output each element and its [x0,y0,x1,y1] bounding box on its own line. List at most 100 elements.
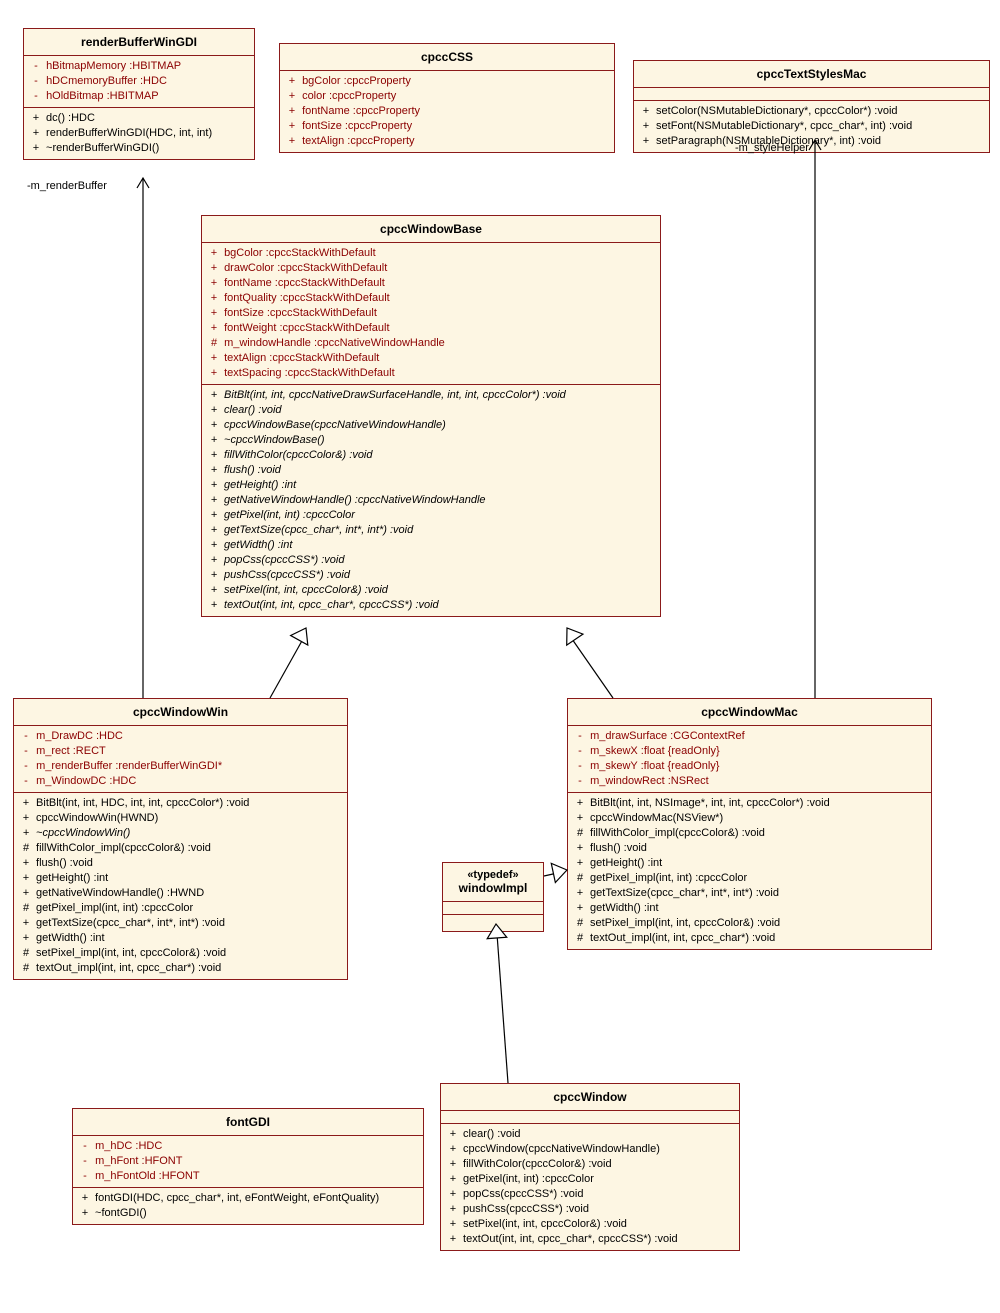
operation-row: + fillWithColor(cpccColor&) :void [446,1157,734,1172]
operation-row: + BitBlt(int, int, HDC, int, int, cpccCo… [19,796,342,811]
attribute-row: - m_drawSurface :CGContextRef [573,729,926,744]
operation-row: + fontGDI(HDC, cpcc_char*, int, eFontWei… [78,1191,418,1206]
operation-row: # fillWithColor_impl(cpccColor&) :void [573,826,926,841]
operation-row: + popCss(cpccCSS*) :void [446,1187,734,1202]
operation-row: + pushCss(cpccCSS*) :void [207,568,655,583]
attributes-section [634,88,989,101]
attributes-section: - m_hDC :HDC- m_hFont :HFONT- m_hFontOld… [73,1136,423,1188]
class-title: cpccWindowWin [14,699,347,726]
attribute-row: - hDCmemoryBuffer :HDC [29,74,249,89]
operation-row: + setPixel(int, int, cpccColor&) :void [446,1217,734,1232]
operation-row: + BitBlt(int, int, cpccNativeDrawSurface… [207,388,655,403]
operation-row: + pushCss(cpccCSS*) :void [446,1202,734,1217]
operations-section: + dc() :HDC+ renderBufferWinGDI(HDC, int… [24,108,254,159]
operation-row: + BitBlt(int, int, NSImage*, int, int, c… [573,796,926,811]
attributes-section: - hBitmapMemory :HBITMAP- hDCmemoryBuffe… [24,56,254,108]
operation-row: + setParagraph(NSMutableDictionary*, int… [639,134,984,149]
operation-row: + getWidth() :int [19,931,342,946]
operation-row: + setPixel(int, int, cpccColor&) :void [207,583,655,598]
operations-section: + setColor(NSMutableDictionary*, cpccCol… [634,101,989,152]
operations-section: + BitBlt(int, int, NSImage*, int, int, c… [568,793,931,949]
attributes-section: + bgColor :cpccStackWithDefault+ drawCol… [202,243,660,385]
operation-row: # getPixel_impl(int, int) :cpccColor [573,871,926,886]
operation-row: + ~renderBufferWinGDI() [29,141,249,156]
attribute-row: - m_hFontOld :HFONT [78,1169,418,1184]
class-renderBufferWinGDI: renderBufferWinGDI- hBitmapMemory :HBITM… [23,28,255,160]
operation-row: + ~fontGDI() [78,1206,418,1221]
operation-row: # getPixel_impl(int, int) :cpccColor [19,901,342,916]
class-cpccWindowMac: cpccWindowMac - m_drawSurface :CGContextR… [567,698,932,950]
operation-row: # textOut_impl(int, int, cpcc_char*) :vo… [19,961,342,976]
operation-row: + popCss(cpccCSS*) :void [207,553,655,568]
operation-row: + dc() :HDC [29,111,249,126]
operation-row: + ~cpccWindowWin() [19,826,342,841]
class-title: cpccWindowMac [568,699,931,726]
attributes-section [443,902,543,915]
class-cpccCSS: cpccCSS + bgColor :cpccProperty+ color :c… [279,43,615,153]
attribute-row: - hOldBitmap :HBITMAP [29,89,249,104]
attribute-row: + textAlign :cpccProperty [285,134,609,149]
attributes-section: - m_DrawDC :HDC- m_rect :RECT- m_renderB… [14,726,347,793]
operation-row: + getPixel(int, int) :cpccColor [207,508,655,523]
attribute-row: - m_skewY :float {readOnly} [573,759,926,774]
class-fontGDI: fontGDI- m_hDC :HDC- m_hFont :HFONT- m_h… [72,1108,424,1225]
attribute-row: + color :cpccProperty [285,89,609,104]
assoc-label-renderbuffer: -m_renderBuffer [27,180,107,192]
attributes-section [441,1111,739,1124]
operation-row: + textOut(int, int, cpcc_char*, cpccCSS*… [207,598,655,613]
attribute-row: + fontName :cpccStackWithDefault [207,276,655,291]
operations-section: + BitBlt(int, int, cpccNativeDrawSurface… [202,385,660,616]
operation-row: + flush() :void [207,463,655,478]
attribute-row: # m_windowHandle :cpccNativeWindowHandle [207,336,655,351]
operation-row: + setFont(NSMutableDictionary*, cpcc_cha… [639,119,984,134]
operation-row: + getTextSize(cpcc_char*, int*, int*) :v… [207,523,655,538]
operation-row: + fillWithColor(cpccColor&) :void [207,448,655,463]
operations-section: + fontGDI(HDC, cpcc_char*, int, eFontWei… [73,1188,423,1224]
operation-row: + getPixel(int, int) :cpccColor [446,1172,734,1187]
operation-row: + cpccWindowWin(HWND) [19,811,342,826]
operation-row: + ~cpccWindowBase() [207,433,655,448]
operations-section [443,915,543,931]
operation-row: + clear() :void [446,1127,734,1142]
attribute-row: + fontQuality :cpccStackWithDefault [207,291,655,306]
operation-row: + getHeight() :int [19,871,342,886]
attribute-row: - m_WindowDC :HDC [19,774,342,789]
operation-row: + textOut(int, int, cpcc_char*, cpccCSS*… [446,1232,734,1247]
attribute-row: + bgColor :cpccProperty [285,74,609,89]
class-cpccWindowBase: cpccWindowBase+ bgColor :cpccStackWithDe… [201,215,661,617]
attribute-row: - m_hDC :HDC [78,1139,418,1154]
attribute-row: - m_DrawDC :HDC [19,729,342,744]
operation-row: + cpccWindow(cpccNativeWindowHandle) [446,1142,734,1157]
operation-row: # textOut_impl(int, int, cpcc_char*) :vo… [573,931,926,946]
attribute-row: - m_rect :RECT [19,744,342,759]
operation-row: + cpccWindowMac(NSView*) [573,811,926,826]
attribute-row: + fontName :cpccProperty [285,104,609,119]
operation-row: + getTextSize(cpcc_char*, int*, int*) :v… [573,886,926,901]
class-title: renderBufferWinGDI [24,29,254,56]
attribute-row: + drawColor :cpccStackWithDefault [207,261,655,276]
operation-row: # setPixel_impl(int, int, cpccColor&) :v… [19,946,342,961]
operation-row: + flush() :void [19,856,342,871]
class-title: cpccCSS [280,44,614,71]
class-title: cpccWindowBase [202,216,660,243]
operation-row: + getHeight() :int [207,478,655,493]
operations-section: + clear() :void+ cpccWindow(cpccNativeWi… [441,1124,739,1250]
class-title: fontGDI [73,1109,423,1136]
operation-row: # fillWithColor_impl(cpccColor&) :void [19,841,342,856]
class-title: cpccTextStylesMac [634,61,989,88]
attribute-row: + fontSize :cpccProperty [285,119,609,134]
attribute-row: - m_renderBuffer :renderBufferWinGDI* [19,759,342,774]
attribute-row: + fontSize :cpccStackWithDefault [207,306,655,321]
operation-row: # setPixel_impl(int, int, cpccColor&) :v… [573,916,926,931]
operations-section: + BitBlt(int, int, HDC, int, int, cpccCo… [14,793,347,979]
attribute-row: - m_hFont :HFONT [78,1154,418,1169]
assoc-label-stylehelper: -m_styleHelper [735,142,809,154]
attribute-row: - m_windowRect :NSRect [573,774,926,789]
class-cpccWindow: cpccWindow+ clear() :void+ cpccWindow(cp… [440,1083,740,1251]
operation-row: + setColor(NSMutableDictionary*, cpccCol… [639,104,984,119]
operation-row: + clear() :void [207,403,655,418]
attribute-row: + fontWeight :cpccStackWithDefault [207,321,655,336]
operation-row: + getWidth() :int [207,538,655,553]
operation-row: + getHeight() :int [573,856,926,871]
attribute-row: + bgColor :cpccStackWithDefault [207,246,655,261]
